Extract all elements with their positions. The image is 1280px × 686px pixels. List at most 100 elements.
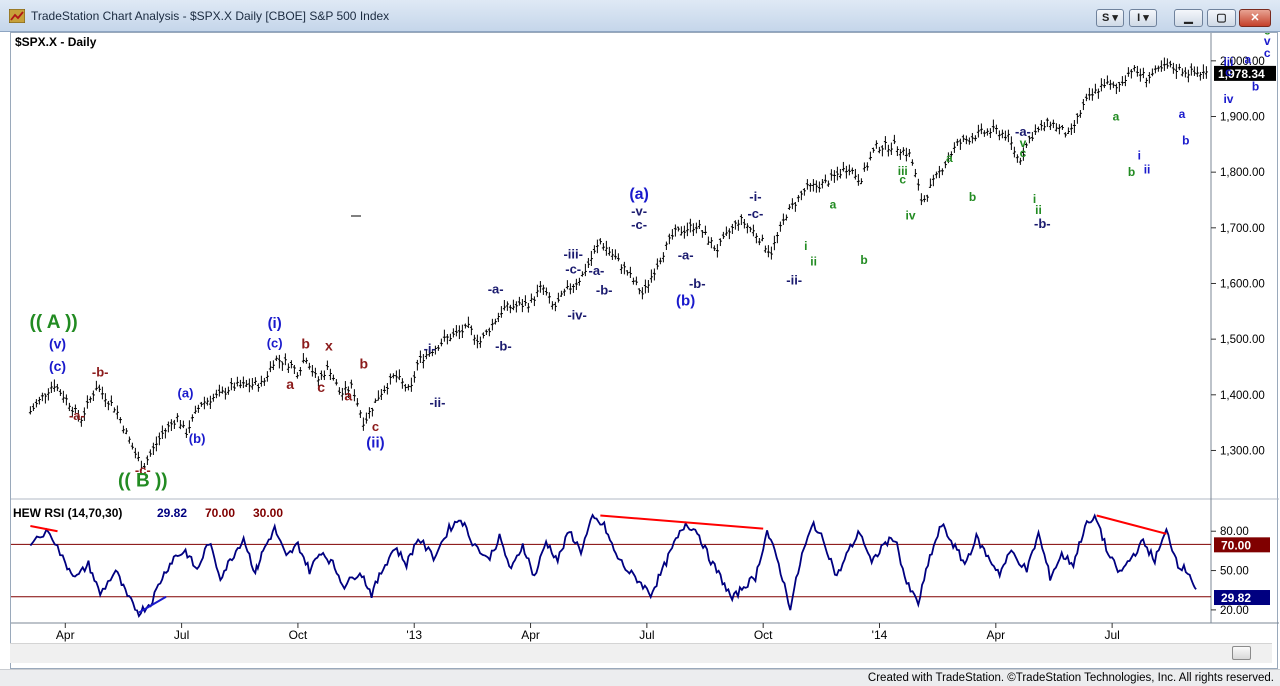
wave-label: -ii- xyxy=(786,273,802,288)
close-button[interactable]: ✕ xyxy=(1239,9,1271,27)
time-tick-label: Apr xyxy=(986,628,1005,642)
chart-svg: $SPX.X - Daily HEW RSI (14,70,30) 29.82 70.… xyxy=(11,12,1279,642)
rsi-support-line xyxy=(138,595,167,614)
minimize-button[interactable]: ▁ xyxy=(1174,9,1203,27)
wave-label: c xyxy=(317,379,325,395)
wave-label: b xyxy=(1252,79,1259,93)
time-tick-label: Apr xyxy=(521,628,540,642)
price-tick-label: 1,900.00 xyxy=(1220,111,1265,123)
wave-label: -i- xyxy=(424,341,436,356)
wave-label: c xyxy=(899,172,906,186)
rsi-legend-value: 70.00 xyxy=(205,506,235,520)
time-tick-label: Jul xyxy=(639,628,654,642)
wave-label: (b) xyxy=(676,293,695,310)
wave-label: c xyxy=(1225,65,1232,79)
price-tick-label: 1,800.00 xyxy=(1220,167,1265,179)
rsi-trendline xyxy=(1096,514,1167,535)
rsi-tick-label: 50.00 xyxy=(1220,566,1249,578)
rsi-70-label: 70.00 xyxy=(1221,538,1251,552)
wave-label: (v) xyxy=(49,336,66,352)
time-tick-label: Jul xyxy=(174,628,189,642)
app-icon xyxy=(9,9,25,23)
wave-label: (i) xyxy=(268,315,282,332)
chart-area[interactable]: $SPX.X - Daily HEW RSI (14,70,30) 29.82 70.… xyxy=(10,12,1279,669)
wave-label: -iv- xyxy=(567,308,587,323)
rsi-last-tag xyxy=(1214,590,1270,606)
title-bar: TradeStation Chart Analysis - $SPX.X Dai… xyxy=(0,0,1280,32)
wave-label: (a) xyxy=(629,186,649,203)
wave-label: -c- xyxy=(631,217,647,232)
price-bars xyxy=(28,57,1208,471)
wave-label: a xyxy=(830,197,837,211)
rsi-tick-label: 80.00 xyxy=(1220,526,1249,538)
wave-label: (( A )) xyxy=(30,312,78,333)
wave-label: (c) xyxy=(267,335,283,350)
wave-label: b xyxy=(360,356,369,372)
wave-label: a xyxy=(946,151,953,165)
price-tick-label: 1,700.00 xyxy=(1220,223,1265,235)
wave-label: i xyxy=(1138,148,1141,162)
wave-label: -v- xyxy=(631,204,647,219)
rsi-line xyxy=(29,513,1197,619)
rsi-trendline xyxy=(600,514,764,530)
window-title: TradeStation Chart Analysis - $SPX.X Dai… xyxy=(31,9,390,23)
wave-label: (b) xyxy=(189,431,206,446)
last-price-label: 1,978.34 xyxy=(1218,67,1265,81)
wave-label: -a- xyxy=(678,248,694,263)
scrollbar-thumb[interactable] xyxy=(1232,646,1251,660)
price-tick-label: 1,400.00 xyxy=(1220,390,1265,402)
wave-label: iii xyxy=(898,164,908,178)
wave-label: a xyxy=(344,387,352,403)
wave-label: v xyxy=(1264,34,1271,48)
wave-label: iv xyxy=(906,208,916,222)
wave-label: b xyxy=(860,253,867,267)
wave-label: -b- xyxy=(689,276,706,291)
status-bar: Created with TradeStation. ©TradeStation… xyxy=(0,669,1280,686)
wave-label: i xyxy=(804,239,807,253)
wave-label: i xyxy=(1033,192,1036,206)
wave-label: -a- xyxy=(1015,124,1031,139)
wave-label: b xyxy=(1128,165,1135,179)
s-menu-button[interactable]: S ▾ xyxy=(1096,9,1124,27)
wave-label: -a- xyxy=(488,282,504,297)
wave-label: (c) xyxy=(49,358,66,374)
time-tick-label: '13 xyxy=(406,628,422,642)
wave-label: iii xyxy=(1223,55,1233,69)
rsi-title: HEW RSI (14,70,30) xyxy=(13,506,122,520)
rsi-last-label: 29.82 xyxy=(1221,591,1251,605)
horizontal-scrollbar[interactable] xyxy=(10,643,1272,663)
time-tick-label: Jul xyxy=(1104,628,1119,642)
wave-label: x xyxy=(325,337,333,353)
wave-label: c xyxy=(1020,146,1027,160)
wave-label: -b- xyxy=(596,283,613,298)
wave-label: -c- xyxy=(747,206,763,221)
wave-label: a xyxy=(286,376,294,392)
wave-label: -b- xyxy=(92,364,109,379)
price-tick-label: 1,300.00 xyxy=(1220,445,1265,457)
wave-label: b xyxy=(1182,133,1189,147)
wave-label: a xyxy=(1179,107,1186,121)
rsi-legend-value: 29.82 xyxy=(157,506,187,520)
price-chart-title: $SPX.X - Daily xyxy=(15,35,97,49)
s-button-label: S xyxy=(1102,12,1110,24)
wave-label: c xyxy=(372,419,379,434)
rsi-legend-value: 30.00 xyxy=(253,506,283,520)
wave-label: ii xyxy=(1144,162,1151,176)
last-price-tag xyxy=(1214,65,1276,81)
rsi-tick-label: 20.00 xyxy=(1220,605,1249,617)
rsi-70-tag xyxy=(1214,537,1270,553)
wave-label: -b- xyxy=(495,338,512,353)
wave-label: v xyxy=(1020,136,1027,150)
wave-label: -b- xyxy=(1034,216,1051,231)
wave-label: (ii) xyxy=(366,435,384,452)
wave-label: c xyxy=(1264,46,1271,60)
time-tick-label: Apr xyxy=(56,628,75,642)
i-menu-button[interactable]: I ▾ xyxy=(1129,9,1157,27)
maximize-button[interactable]: ▢ xyxy=(1207,9,1236,27)
time-tick-label: Oct xyxy=(289,628,308,642)
wave-label: (( B )) xyxy=(118,471,168,492)
wave-label: b xyxy=(969,190,976,204)
wave-label: a xyxy=(1244,53,1251,67)
wave-label: a xyxy=(1113,109,1120,123)
time-tick-label: '14 xyxy=(872,628,888,642)
